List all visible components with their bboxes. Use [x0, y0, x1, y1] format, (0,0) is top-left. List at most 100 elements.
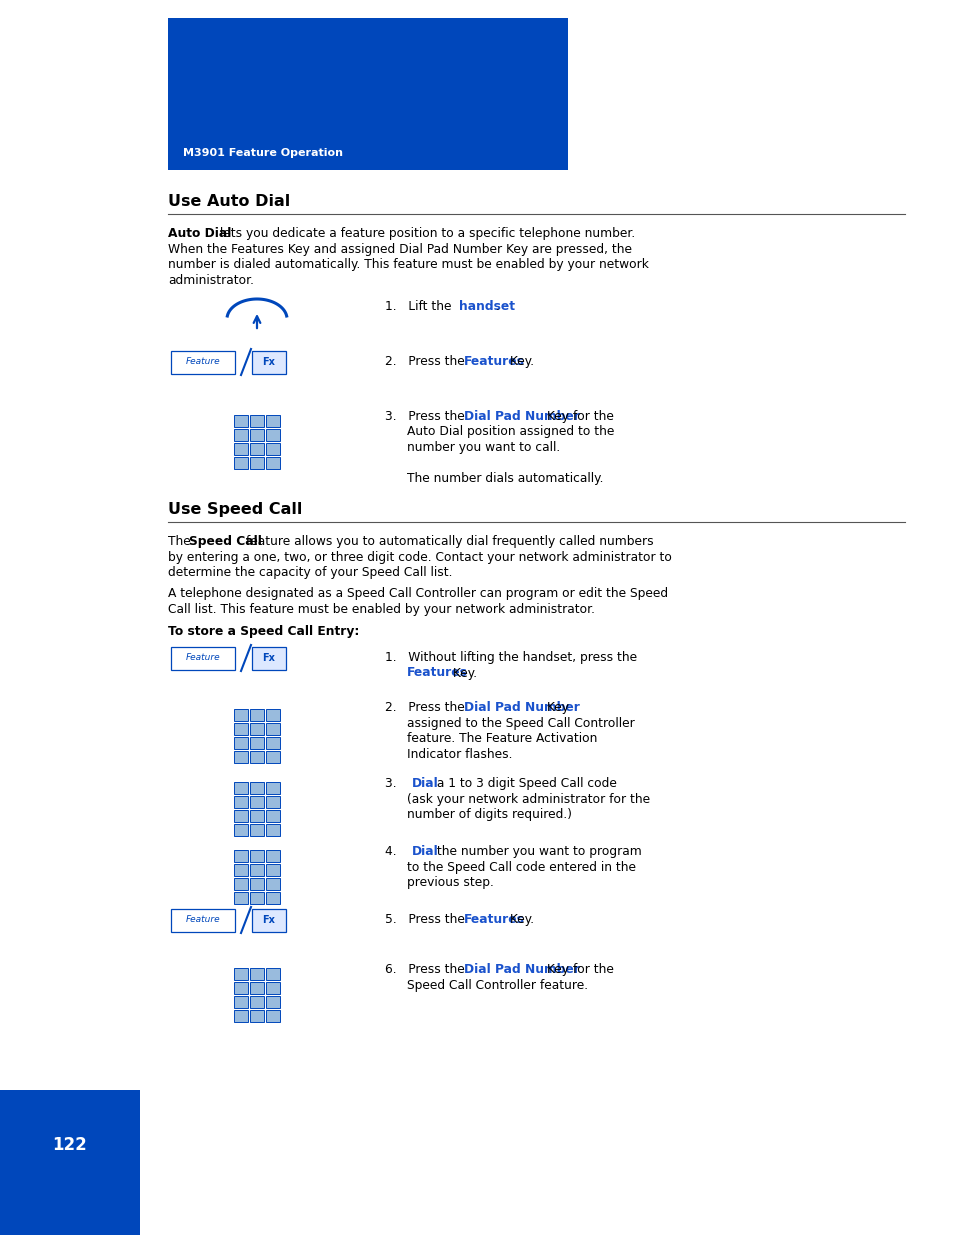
Text: 1.   Without lifting the handset, press the: 1. Without lifting the handset, press th…: [385, 651, 637, 664]
Text: handset: handset: [458, 300, 515, 312]
Text: Indicator flashes.: Indicator flashes.: [407, 747, 512, 761]
Text: M3901 Feature Operation: M3901 Feature Operation: [183, 148, 343, 158]
FancyBboxPatch shape: [250, 810, 264, 823]
FancyBboxPatch shape: [233, 824, 248, 836]
Text: Key for the: Key for the: [543, 963, 614, 976]
FancyBboxPatch shape: [233, 737, 248, 748]
Text: Dial: Dial: [411, 777, 437, 790]
FancyBboxPatch shape: [250, 415, 264, 427]
FancyBboxPatch shape: [233, 751, 248, 763]
FancyBboxPatch shape: [250, 782, 264, 794]
Text: A telephone designated as a Speed Call Controller can program or edit the Speed: A telephone designated as a Speed Call C…: [168, 588, 667, 600]
Text: the number you want to program: the number you want to program: [432, 845, 640, 858]
Text: Features: Features: [407, 667, 467, 679]
FancyBboxPatch shape: [250, 878, 264, 890]
FancyBboxPatch shape: [168, 19, 567, 170]
Text: Features: Features: [464, 354, 524, 368]
Text: to the Speed Call code entered in the: to the Speed Call code entered in the: [407, 861, 636, 873]
Text: The: The: [168, 535, 194, 548]
FancyBboxPatch shape: [266, 737, 280, 748]
Text: Feature: Feature: [186, 915, 220, 925]
FancyBboxPatch shape: [250, 751, 264, 763]
FancyBboxPatch shape: [171, 351, 234, 373]
Text: Fx: Fx: [262, 915, 275, 925]
FancyBboxPatch shape: [233, 995, 248, 1008]
Text: feature allows you to automatically dial frequently called numbers: feature allows you to automatically dial…: [242, 535, 653, 548]
FancyBboxPatch shape: [266, 415, 280, 427]
Text: Key for the: Key for the: [543, 410, 614, 424]
Text: feature. The Feature Activation: feature. The Feature Activation: [407, 732, 597, 745]
FancyBboxPatch shape: [266, 878, 280, 890]
Text: 2.   Press the: 2. Press the: [385, 354, 468, 368]
Text: assigned to the Speed Call Controller: assigned to the Speed Call Controller: [407, 716, 634, 730]
Text: Dial Pad Number: Dial Pad Number: [464, 963, 579, 976]
Text: The number dials automatically.: The number dials automatically.: [407, 472, 603, 485]
Text: Auto Dial: Auto Dial: [168, 227, 232, 240]
FancyBboxPatch shape: [266, 810, 280, 823]
FancyBboxPatch shape: [266, 429, 280, 441]
FancyBboxPatch shape: [250, 995, 264, 1008]
FancyBboxPatch shape: [250, 1010, 264, 1023]
Text: 4.: 4.: [385, 845, 408, 858]
FancyBboxPatch shape: [233, 892, 248, 904]
Text: When the Features Key and assigned Dial Pad Number Key are pressed, the: When the Features Key and assigned Dial …: [168, 242, 631, 256]
FancyBboxPatch shape: [250, 709, 264, 721]
FancyBboxPatch shape: [266, 797, 280, 808]
FancyBboxPatch shape: [250, 982, 264, 994]
FancyBboxPatch shape: [266, 824, 280, 836]
FancyBboxPatch shape: [250, 429, 264, 441]
FancyBboxPatch shape: [250, 457, 264, 469]
FancyBboxPatch shape: [266, 782, 280, 794]
FancyBboxPatch shape: [250, 850, 264, 862]
FancyBboxPatch shape: [250, 824, 264, 836]
Text: number you want to call.: number you want to call.: [407, 441, 559, 454]
Text: Dial: Dial: [411, 845, 437, 858]
Text: determine the capacity of your Speed Call list.: determine the capacity of your Speed Cal…: [168, 566, 452, 579]
Text: Speed Call Controller feature.: Speed Call Controller feature.: [407, 978, 587, 992]
FancyBboxPatch shape: [252, 351, 286, 373]
FancyBboxPatch shape: [250, 864, 264, 876]
FancyBboxPatch shape: [266, 850, 280, 862]
FancyBboxPatch shape: [233, 1010, 248, 1023]
FancyBboxPatch shape: [233, 709, 248, 721]
FancyBboxPatch shape: [233, 968, 248, 981]
Text: 3.: 3.: [385, 777, 408, 790]
Text: Feature: Feature: [186, 357, 220, 367]
FancyBboxPatch shape: [250, 737, 264, 748]
FancyBboxPatch shape: [266, 709, 280, 721]
FancyBboxPatch shape: [266, 995, 280, 1008]
FancyBboxPatch shape: [233, 864, 248, 876]
Text: Key: Key: [543, 701, 569, 714]
FancyBboxPatch shape: [233, 982, 248, 994]
Text: 5.   Press the: 5. Press the: [385, 913, 468, 926]
FancyBboxPatch shape: [266, 457, 280, 469]
FancyBboxPatch shape: [266, 864, 280, 876]
FancyBboxPatch shape: [233, 782, 248, 794]
FancyBboxPatch shape: [266, 968, 280, 981]
Text: administrator.: administrator.: [168, 273, 253, 287]
FancyBboxPatch shape: [252, 646, 286, 669]
FancyBboxPatch shape: [266, 892, 280, 904]
Text: Speed Call: Speed Call: [189, 535, 262, 548]
Text: 2.   Press the: 2. Press the: [385, 701, 468, 714]
Text: Use Speed Call: Use Speed Call: [168, 501, 302, 517]
FancyBboxPatch shape: [171, 909, 234, 931]
Text: Auto Dial position assigned to the: Auto Dial position assigned to the: [407, 426, 614, 438]
Text: Key.: Key.: [449, 667, 476, 679]
Text: Dial Pad Number: Dial Pad Number: [464, 701, 579, 714]
Text: Fx: Fx: [262, 357, 275, 367]
Text: 6.   Press the: 6. Press the: [385, 963, 468, 976]
FancyBboxPatch shape: [250, 443, 264, 454]
Text: To store a Speed Call Entry:: To store a Speed Call Entry:: [168, 625, 359, 637]
FancyBboxPatch shape: [233, 878, 248, 890]
Text: Feature: Feature: [186, 653, 220, 662]
Text: Fx: Fx: [262, 653, 275, 663]
FancyBboxPatch shape: [250, 968, 264, 981]
FancyBboxPatch shape: [266, 1010, 280, 1023]
FancyBboxPatch shape: [233, 850, 248, 862]
FancyBboxPatch shape: [250, 797, 264, 808]
Text: number is dialed automatically. This feature must be enabled by your network: number is dialed automatically. This fea…: [168, 258, 648, 270]
Text: Key.: Key.: [506, 913, 534, 926]
Text: previous step.: previous step.: [407, 876, 494, 889]
FancyBboxPatch shape: [250, 892, 264, 904]
